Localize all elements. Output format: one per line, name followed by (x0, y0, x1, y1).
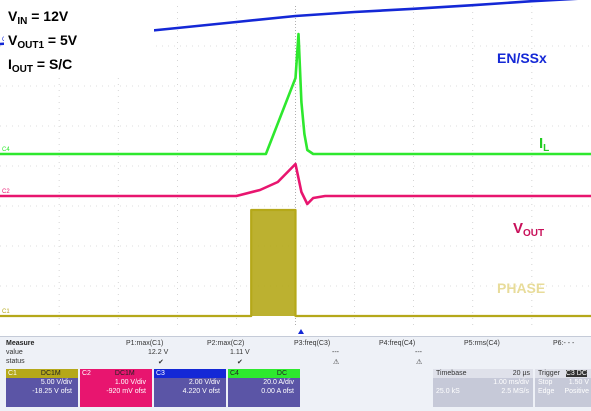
channel-c3-offset: 4.220 V ofst (182, 388, 220, 395)
measure-p1-name[interactable]: P1:max(C1) (126, 340, 164, 347)
trigger-slope: Positive (564, 388, 589, 395)
condition-iout: IOUT = S/C (8, 56, 73, 75)
series-c4-trace (0, 32, 591, 156)
timebase-samples: 25.0 kS (436, 388, 460, 395)
trigger-box[interactable]: Trigger C3 DC Stop 1.50 V Edge Positive (535, 369, 591, 407)
channel-c1-header: C1 DC1M (6, 369, 78, 378)
measure-p1-value: 12.2 V (148, 349, 169, 356)
series-c1-switching-burst (251, 210, 296, 316)
trigger-mode: Stop (538, 379, 553, 386)
timebase-delay: 20 µs (512, 370, 530, 377)
condition-vout1: VOUT1 = 5V (8, 32, 78, 51)
measure-p2-status: ✔ (237, 359, 243, 366)
channel-c2-box[interactable]: C2 DC1M 1.00 V/div -920 mV ofst (80, 369, 152, 407)
channel-c3-vdiv: 2.00 V/div (188, 379, 220, 386)
timebase-label: Timebase (436, 370, 467, 377)
measure-row-value-label: value (6, 349, 23, 356)
timebase-box[interactable]: Timebase 20 µs 1.00 ms/div 25.0 kS 2.5 M… (433, 369, 533, 407)
trigger-type: Edge (538, 388, 555, 395)
trigger-mode-row: Stop 1.50 V (535, 378, 591, 387)
channel-c4-tag: DC (276, 370, 288, 377)
channel-c1-tag: DC1M (40, 370, 61, 377)
measure-p5-name[interactable]: P5:rms(C4) (464, 340, 500, 347)
measure-p4-name[interactable]: P4:freq(C4) (379, 340, 416, 347)
measure-p3-status: ⚠ (333, 359, 340, 366)
channel-c2-name: C2 (82, 370, 91, 377)
measure-p1-status: ✔ (158, 359, 164, 366)
test-conditions: VIN = 12V VOUT1 = 5V IOUT = S/C (4, 4, 154, 78)
channel-c1-name: C1 (8, 370, 17, 377)
timebase-sampling: 25.0 kS 2.5 MS/s (433, 387, 533, 396)
trigger-level: 1.50 V (568, 379, 589, 386)
trigger-label: Trigger (538, 370, 560, 377)
channel-c2-offset: -920 mV ofst (106, 388, 146, 395)
timebase-tdiv: 1.00 ms/div (493, 379, 529, 386)
channel-c3-header: C3 (154, 369, 226, 378)
measure-p2-value: 1.11 V (230, 349, 250, 356)
trace-label-il: IL (539, 135, 550, 154)
trigger-position-marker (298, 329, 304, 334)
channel-c2-vdiv: 1.00 V/div (114, 379, 146, 386)
timebase-rate: 2.5 MS/s (501, 388, 529, 395)
series-c2-trace (0, 162, 591, 206)
measure-p3-name[interactable]: P3:freq(C3) (294, 340, 331, 347)
channel-c1-box[interactable]: C1 DC1M 5.00 V/div -18.25 V ofst (6, 369, 78, 407)
trace-label-phase: PHASE (497, 280, 546, 296)
channel-c2-header: C2 DC1M (80, 369, 152, 378)
channel-c3-box[interactable]: C3 2.00 V/div 4.220 V ofst (154, 369, 226, 407)
trace-label-en-ssx: EN/SSx (497, 50, 547, 66)
channel-c1-offset: -18.25 V ofst (32, 388, 72, 395)
trigger-tag: C3 DC (565, 370, 587, 377)
trigger-type-row: Edge Positive (535, 387, 591, 396)
channel-c4-offset: 0.00 A ofst (261, 388, 294, 395)
measure-p2-name[interactable]: P2:max(C2) (207, 340, 245, 347)
channel-marker-c2: C2 (2, 189, 10, 195)
channel-c4-header: C4 DC (228, 369, 300, 378)
measure-p4-status: ⚠ (416, 359, 423, 366)
trace-label-vout: VOUT (513, 220, 545, 239)
measure-row-status-label: status (6, 358, 25, 365)
channel-c4-vdiv: 20.0 A/div (263, 379, 294, 386)
measure-p3-value: --- (332, 349, 339, 356)
channel-c4-box[interactable]: C4 DC 20.0 A/div 0.00 A ofst (228, 369, 300, 407)
channel-c1-vdiv: 5.00 V/div (40, 379, 72, 386)
trigger-header: Trigger C3 DC (535, 369, 591, 378)
channel-c4-name: C4 (230, 370, 239, 377)
timebase-header: Timebase 20 µs (433, 369, 533, 378)
condition-vin: VIN = 12V (8, 8, 69, 27)
measure-p6-name[interactable]: P6:- - - (553, 340, 575, 347)
channel-marker-c4: C4 (2, 147, 10, 153)
measure-title: Measure (6, 340, 35, 347)
measure-p4-value: --- (415, 349, 422, 356)
channel-c3-name: C3 (156, 370, 165, 377)
channel-c2-tag: DC1M (114, 370, 135, 377)
channel-marker-c1: C1 (2, 309, 10, 315)
